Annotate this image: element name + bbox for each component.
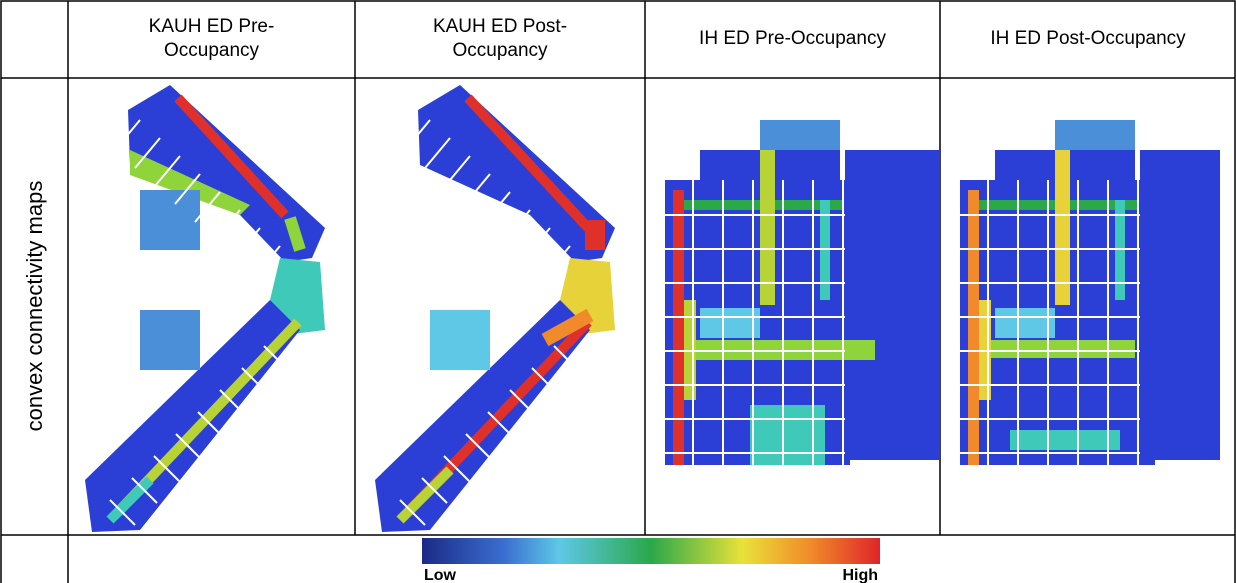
map-ih-post	[960, 120, 1220, 465]
room-outline	[505, 210, 530, 240]
header-cell: KAUH ED Pre-Occupancy	[68, 0, 355, 78]
table-graphics: convex connectivity maps	[0, 0, 1236, 583]
room-outline	[215, 210, 240, 240]
room-outline	[255, 246, 280, 276]
map-kauh-pre	[85, 85, 325, 532]
header-cell: KAUH ED Post-Occupancy	[355, 0, 645, 78]
row-label: convex connectivity maps	[22, 181, 47, 432]
page: convex connectivity maps	[0, 0, 1236, 583]
room-outline	[235, 228, 260, 258]
room-outline	[545, 246, 570, 276]
header-cell: IH ED Pre-Occupancy	[645, 0, 940, 78]
header-text: IH ED Post-Occupancy	[990, 27, 1185, 51]
header-cell: IH ED Post-Occupancy	[940, 0, 1236, 78]
map-kauh-post	[375, 85, 615, 532]
color-scale	[422, 538, 880, 564]
map-ih-pre	[665, 120, 940, 465]
scale-high-label: High	[842, 567, 878, 583]
scale-low-label: Low	[424, 567, 457, 583]
header-text: IH ED Pre-Occupancy	[699, 27, 886, 51]
room-outline	[525, 228, 550, 258]
header-text: KAUH ED Pre-Occupancy	[124, 15, 299, 63]
header-text: KAUH ED Post-Occupancy	[413, 15, 588, 63]
